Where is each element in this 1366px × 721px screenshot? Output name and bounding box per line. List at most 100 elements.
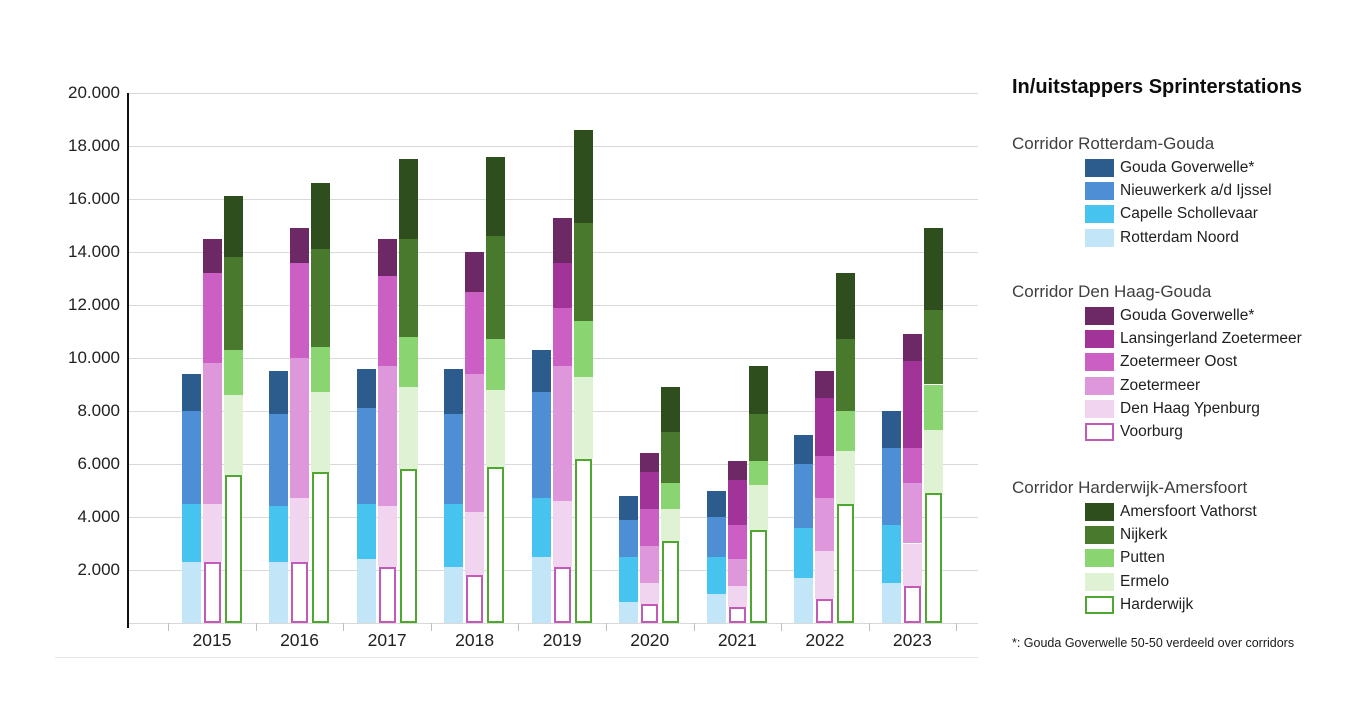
x-axis-tick xyxy=(605,623,607,631)
bar-segment xyxy=(619,556,639,602)
bar-segment xyxy=(202,363,222,504)
bar-segment xyxy=(923,228,943,311)
bar-segment xyxy=(487,466,505,623)
chart-title: In/uitstappers Sprinterstations xyxy=(1012,76,1303,98)
y-axis-label: 18.000 xyxy=(68,136,120,155)
bar-segment xyxy=(202,503,222,563)
bar-segment xyxy=(902,448,922,483)
bar-segment xyxy=(661,432,681,483)
bar-segment xyxy=(311,347,331,393)
bar-segment xyxy=(465,291,485,374)
bar-segment xyxy=(924,493,942,623)
bar-segment xyxy=(290,358,310,499)
bar-segment xyxy=(881,411,901,449)
bar-segment xyxy=(202,273,222,364)
x-axis-label: 2016 xyxy=(280,630,320,650)
bar-segment xyxy=(269,371,289,414)
legend-swatch xyxy=(1085,205,1114,224)
bar-segment xyxy=(881,583,901,623)
legend-label: Zoetermeer xyxy=(1120,376,1201,394)
bar-segment xyxy=(923,310,943,385)
legend-label: Gouda Goverwelle* xyxy=(1120,307,1255,324)
bar-segment xyxy=(356,503,376,560)
legend-swatch xyxy=(1085,503,1114,521)
bar-segment xyxy=(661,387,681,433)
bar-segment xyxy=(815,551,835,600)
x-axis-label: 2018 xyxy=(455,630,495,650)
bottom-rule xyxy=(55,657,978,658)
bar-segment xyxy=(552,365,572,502)
bar-segment xyxy=(552,307,572,366)
bar-segment xyxy=(661,509,681,541)
bar-segment xyxy=(836,339,856,411)
legend-label: Nieuwerkerk a/d Ijssel xyxy=(1120,182,1272,200)
legend-label: Rotterdam Noord xyxy=(1120,228,1239,246)
x-axis-label: 2020 xyxy=(630,630,670,650)
x-axis-tick xyxy=(255,623,257,631)
bar-segment xyxy=(640,471,660,510)
bar-segment xyxy=(881,448,901,525)
bar-segment xyxy=(815,498,835,552)
legend-label: Amersfoort Vathorst xyxy=(1120,503,1257,520)
bar-segment xyxy=(573,130,593,223)
y-axis-label: 8.000 xyxy=(77,401,120,420)
bar-segment xyxy=(552,217,572,263)
gridline xyxy=(128,570,978,571)
gridline xyxy=(128,93,978,94)
bar-segment xyxy=(269,413,289,507)
x-axis-tick xyxy=(518,623,520,631)
bar-segment xyxy=(356,408,376,504)
bar-segment xyxy=(356,368,376,409)
bar-segment xyxy=(444,567,464,623)
gridline xyxy=(128,199,978,200)
bar-segment xyxy=(181,562,201,623)
bar-segment xyxy=(444,368,464,414)
bar-segment xyxy=(311,392,331,472)
bar-segment xyxy=(223,395,243,475)
bar-segment xyxy=(552,501,572,568)
bar-segment xyxy=(641,604,659,623)
legend-swatch xyxy=(1085,549,1114,568)
bar-segment xyxy=(706,556,726,594)
legend-label: Nijkerk xyxy=(1120,526,1168,544)
bar-segment xyxy=(398,387,418,470)
bar-segment xyxy=(748,365,768,414)
y-axis-label: 12.000 xyxy=(68,295,120,314)
legend-swatch xyxy=(1085,182,1114,201)
y-axis-label: 6.000 xyxy=(77,454,120,473)
bar-segment xyxy=(312,471,330,623)
bar-segment xyxy=(377,275,397,366)
bar-segment xyxy=(378,567,396,623)
bar-segment xyxy=(444,503,464,568)
bar-segment xyxy=(552,262,572,308)
legend-label: Lansingerland Zoetermeer xyxy=(1120,330,1302,348)
bar-segment xyxy=(923,429,943,494)
y-axis-label: 20.000 xyxy=(68,83,120,102)
bar-segment xyxy=(619,495,639,520)
bar-segment xyxy=(794,434,814,464)
legend-swatch xyxy=(1085,526,1114,545)
bar-segment xyxy=(291,562,309,623)
x-axis-tick xyxy=(430,623,432,631)
bar-segment xyxy=(661,482,681,510)
x-axis-tick xyxy=(168,623,170,631)
bar-segment xyxy=(748,461,768,486)
legend-swatch xyxy=(1085,228,1114,247)
y-axis-label: 4.000 xyxy=(77,507,120,526)
bar-segment xyxy=(531,392,551,499)
bar-segment xyxy=(181,503,201,563)
legend-swatch xyxy=(1085,572,1114,591)
bar-segment xyxy=(794,464,814,528)
bar-segment xyxy=(531,556,551,623)
bar-segment xyxy=(902,334,922,361)
bar-segment xyxy=(815,456,835,499)
gridline xyxy=(128,623,978,624)
x-axis-tick xyxy=(693,623,695,631)
bar-segment xyxy=(486,389,506,467)
bar-segment xyxy=(794,527,814,578)
legend-label: Den Haag Ypenburg xyxy=(1120,399,1260,417)
bar-segment xyxy=(202,238,222,274)
bar-segment xyxy=(815,371,835,398)
bar-segment xyxy=(465,373,485,512)
